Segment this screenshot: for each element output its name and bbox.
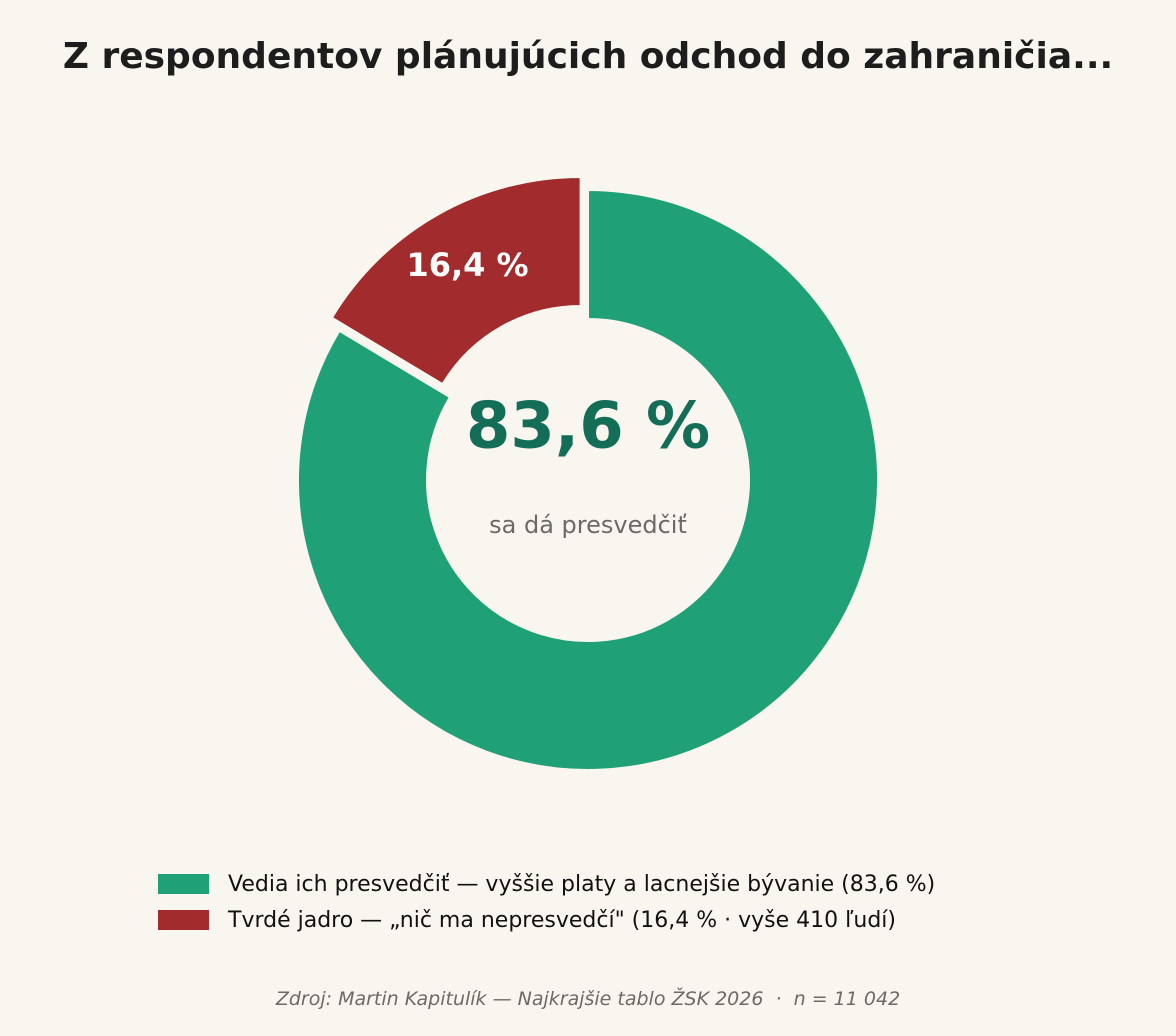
source-note: Zdroj: Martin Kapitulík — Najkrajšie tab… xyxy=(275,988,901,1010)
legend-item-hard-core: Tvrdé jadro — „nič ma nepresvedčí" (16,4… xyxy=(158,902,1058,938)
legend: Vedia ich presvedčiť — vyššie platy a la… xyxy=(158,866,1058,938)
donut-slice-1 xyxy=(330,175,582,386)
legend-swatch-persuadable xyxy=(158,874,209,894)
legend-item-persuadable: Vedia ich presvedčiť — vyššie platy a la… xyxy=(158,866,1058,902)
legend-label-hard-core: Tvrdé jadro — „nič ma nepresvedčí" (16,4… xyxy=(228,907,896,933)
legend-label-persuadable: Vedia ich presvedčiť — vyššie platy a la… xyxy=(228,871,936,897)
donut-slice-0 xyxy=(297,188,879,771)
center-value: 83,6 % xyxy=(466,390,710,464)
slice-data-label-1: 16,4 % xyxy=(406,246,528,284)
center-caption: sa dá presvedčiť xyxy=(489,511,687,539)
chart-title: Z respondentov plánujúcich odchod do zah… xyxy=(62,36,1114,77)
legend-swatch-hard-core xyxy=(158,910,209,930)
